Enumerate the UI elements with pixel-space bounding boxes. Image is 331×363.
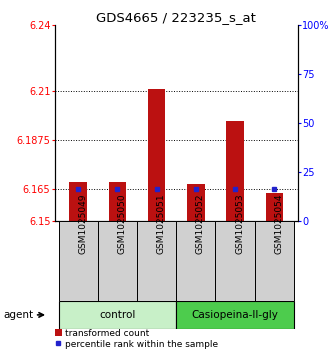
Bar bbox=[226, 121, 244, 221]
Text: control: control bbox=[99, 310, 136, 320]
Bar bbox=[255, 221, 294, 301]
Bar bbox=[59, 221, 98, 301]
Bar bbox=[148, 89, 166, 221]
Bar bbox=[265, 193, 283, 221]
Text: GSM1025052: GSM1025052 bbox=[196, 193, 205, 254]
Bar bbox=[176, 301, 294, 329]
Text: GSM1025053: GSM1025053 bbox=[235, 193, 244, 254]
Text: GSM1025050: GSM1025050 bbox=[118, 193, 126, 254]
Bar bbox=[109, 182, 126, 221]
Bar bbox=[69, 182, 87, 221]
Bar bbox=[215, 221, 255, 301]
Bar bbox=[59, 301, 176, 329]
Title: GDS4665 / 223235_s_at: GDS4665 / 223235_s_at bbox=[96, 11, 256, 24]
Bar bbox=[176, 221, 215, 301]
Legend: transformed count, percentile rank within the sample: transformed count, percentile rank withi… bbox=[55, 329, 218, 349]
Bar bbox=[187, 184, 205, 221]
Text: GSM1025051: GSM1025051 bbox=[157, 193, 166, 254]
Text: Casiopeina-II-gly: Casiopeina-II-gly bbox=[192, 310, 279, 320]
Bar bbox=[98, 221, 137, 301]
Text: agent: agent bbox=[3, 310, 33, 320]
Bar bbox=[137, 221, 176, 301]
Text: GSM1025049: GSM1025049 bbox=[78, 193, 87, 254]
Text: GSM1025054: GSM1025054 bbox=[274, 193, 283, 254]
